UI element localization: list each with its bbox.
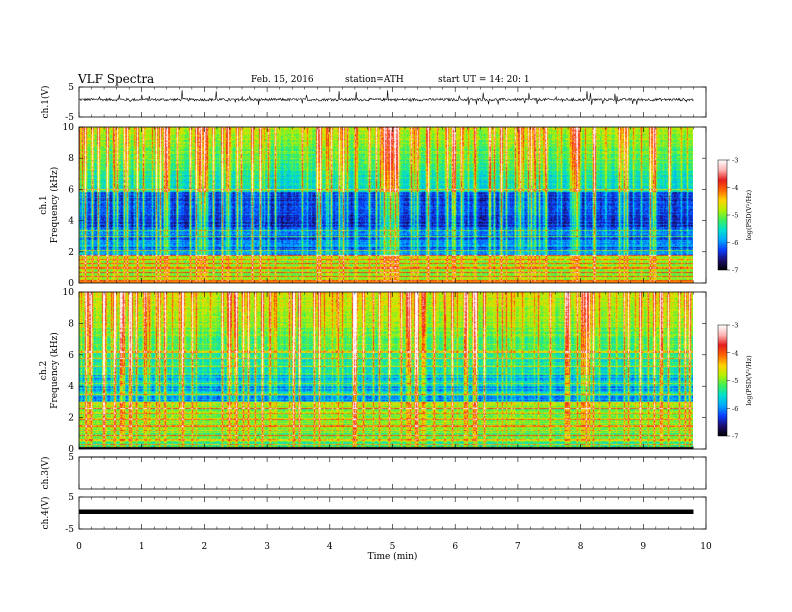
ch2-spectrogram-ylabel-channel: ch.2	[39, 361, 49, 380]
ch1-colorbar-tick-label: -7	[732, 267, 738, 275]
ch3-waveform-ylabel: ch.3(V)	[40, 457, 51, 490]
ch2-spectrogram-ytick-label: 6	[68, 351, 74, 361]
ch1-colorbar-tick-label: -5	[732, 212, 738, 220]
ch1-waveform-ytick-label: -5	[65, 113, 74, 123]
xaxis-tick-label: 2	[202, 542, 208, 552]
ch2-colorbar-bar	[717, 324, 728, 437]
xaxis-tick-label: 6	[452, 542, 458, 552]
ch4-waveform-ylabel: ch.4(V)	[40, 497, 51, 530]
xaxis-tick-label: 7	[515, 542, 521, 552]
ch4-waveform-ytick-label: -5	[65, 525, 74, 535]
ch2-spectrogram-image	[79, 292, 693, 449]
ch2-colorbar-tick-label: -3	[732, 322, 738, 330]
xaxis-tick-label: 5	[390, 542, 396, 552]
ch1-colorbar-tick-label: -4	[732, 184, 738, 192]
ch2-colorbar-tick-label: -7	[732, 433, 738, 441]
ch2-spectrogram-ytick-label: 10	[63, 288, 75, 298]
ch2-spectrogram-ytick-label: 4	[68, 382, 74, 392]
station-label: station=ATH	[345, 75, 404, 85]
xaxis-tick-label: 9	[640, 542, 646, 552]
xaxis-tick-label: 4	[327, 542, 333, 552]
ch1-spectrogram-ylabel-frequency: Frequency (kHz)	[49, 167, 60, 244]
xaxis-tick-label: 0	[76, 542, 82, 552]
ch1-spectrogram-ytick-label: 8	[68, 154, 74, 164]
figure-title: VLF Spectra	[78, 72, 155, 86]
ch1-colorbar-bar	[717, 159, 728, 271]
ch1-spectrogram-ytick-label: 10	[63, 123, 75, 133]
xaxis-tick-label: 8	[578, 542, 584, 552]
start-time-label: start UT = 14: 20: 1	[438, 75, 530, 85]
ch1-spectrogram-ylabel-channel: ch.1	[39, 195, 49, 214]
ch1-waveform-trace	[79, 90, 694, 106]
date-label: Feb. 15, 2016	[251, 75, 314, 85]
xaxis-tick-label: 1	[139, 542, 145, 552]
ch2-spectrogram-ytick-label: 0	[68, 445, 74, 455]
ch1-colorbar-label: log(PSD(V²/Hz)	[745, 189, 753, 240]
ch2-spectrogram-ytick-label: 8	[68, 319, 74, 329]
ch1-spectrogram-ytick-label: 6	[68, 185, 74, 195]
ch1-waveform-ytick-label: 5	[68, 83, 74, 93]
ch1-spectrogram-ytick-label: 2	[68, 248, 74, 258]
ch1-colorbar-tick-label: -3	[732, 157, 738, 165]
ch2-colorbar-label: log(PSD(V²/Hz)	[745, 355, 753, 406]
xaxis-title: Time (min)	[368, 551, 418, 562]
ch2-spectrogram-ytick-label: 2	[68, 414, 74, 424]
ch4-waveform-ytick-label: 5	[68, 493, 74, 503]
ch1-spectrogram-ytick-label: 0	[68, 279, 74, 289]
ch1-spectrogram-image	[79, 127, 693, 283]
ch1-colorbar-tick-label: -6	[732, 239, 738, 247]
xaxis-tick-label: 3	[264, 542, 270, 552]
xaxis-tick-label: 10	[700, 542, 712, 552]
ch2-colorbar-tick-label: -6	[732, 405, 738, 413]
ch1-waveform-ylabel: ch.1(V)	[40, 86, 51, 119]
ch2-colorbar-tick-label: -4	[732, 349, 738, 357]
ch2-colorbar-tick-label: -5	[732, 377, 738, 385]
ch3-waveform-ytick-label: 5	[68, 453, 74, 463]
ch1-spectrogram-ytick-label: 4	[68, 217, 74, 227]
ch2-spectrogram-ylabel-frequency: Frequency (kHz)	[49, 332, 60, 409]
